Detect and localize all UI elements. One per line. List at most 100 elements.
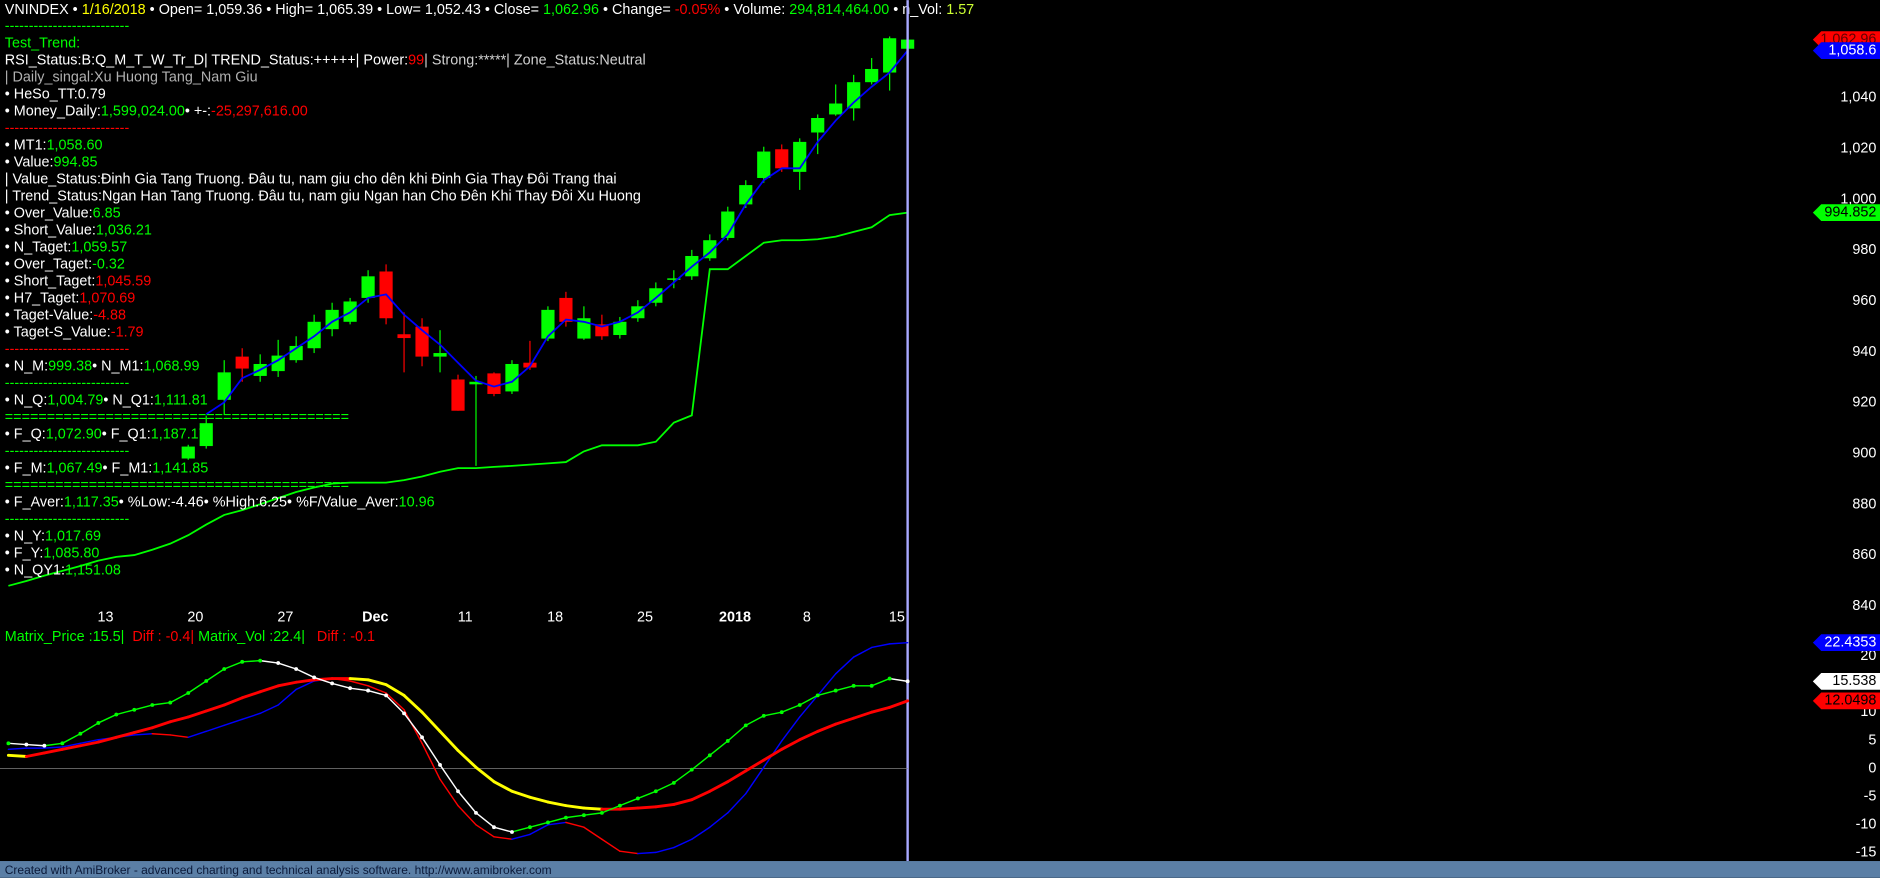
line-segment (511, 826, 531, 833)
series-tag-box (1812, 204, 1880, 222)
line-segment (79, 739, 100, 745)
line-segment (654, 803, 676, 809)
line-marker (402, 711, 406, 716)
line-segment (456, 749, 478, 769)
annotation: Test_Trend: (5, 35, 80, 51)
series-tag: 994.852 (1824, 204, 1876, 220)
y-tick-label: 960 (1852, 293, 1876, 309)
y-tick-label: 1,020 (1840, 141, 1876, 157)
line-marker (581, 813, 586, 818)
line-segment (151, 733, 171, 736)
annotation-part: | Daily_singal:Xu Huong Tang_Nam Giu (5, 69, 258, 85)
line-marker (815, 693, 820, 698)
line-marker (276, 661, 281, 665)
line-segment (870, 677, 891, 687)
line-segment (888, 699, 910, 709)
chart-title-part: • Volume: (720, 2, 789, 18)
annotation-part: 1,004.79 (47, 392, 103, 408)
line-segment (276, 680, 298, 688)
annotation-part: | Trend_Status:Ngan Han Tang Truong. Đâu… (5, 188, 641, 204)
annotation-part: 1,187.17 (151, 426, 207, 442)
line-segment (205, 724, 225, 733)
line-segment (565, 821, 585, 828)
candle-body (451, 379, 465, 411)
line-marker (78, 731, 83, 736)
candle-body (541, 309, 555, 339)
line-segment (61, 742, 82, 748)
line-segment (420, 710, 442, 733)
annotation-part: • +-: (185, 103, 211, 119)
chart-title-part: -0.05% (675, 2, 721, 18)
line-segment (421, 742, 441, 780)
annotation-part: • N_Taget: (5, 239, 72, 255)
line-segment (385, 694, 405, 715)
line-segment (151, 701, 171, 706)
line-segment (816, 722, 838, 733)
line-segment (475, 812, 495, 828)
annotation-part: • F_M: (5, 460, 47, 476)
annotation-part: ========================================… (5, 477, 349, 493)
annotation: | Value_Status:Đinh Gia Tang Truong. Đâu… (5, 171, 617, 187)
line-segment (673, 768, 693, 784)
y-tick-label: 860 (1852, 547, 1876, 563)
candle-body (505, 363, 519, 392)
line-marker (348, 686, 353, 691)
line-marker (42, 743, 47, 748)
line-segment (547, 816, 567, 824)
line-segment (60, 744, 82, 751)
line-segment (7, 747, 28, 751)
annotation: • F_Aver:1,117.35• %Low:-4.46• %High:6.2… (5, 494, 435, 510)
candle-body (199, 423, 213, 447)
line-segment (97, 713, 118, 724)
panel-title-part: Diff : -0.4| (124, 629, 194, 645)
series-tag-box (1812, 42, 1880, 60)
line-segment (636, 805, 658, 810)
line-segment (744, 758, 766, 773)
line-segment (169, 692, 189, 704)
line-segment (150, 720, 172, 730)
annotation: -------------------------- (5, 18, 130, 34)
line-segment (205, 668, 225, 682)
annotation-part: • MT1: (5, 137, 47, 153)
annotation-part: 1,111.81 (154, 392, 208, 408)
candle-body (235, 356, 249, 369)
line-segment (619, 797, 639, 807)
line-marker (168, 700, 173, 705)
line-marker (222, 667, 227, 671)
candle-body (667, 278, 681, 280)
line-marker (761, 713, 766, 718)
x-tick-label: 27 (277, 609, 293, 625)
annotation-part: -------------------------- (5, 375, 130, 391)
line-marker (492, 825, 496, 830)
annotation-part: • N_M: (5, 358, 48, 374)
candle-body (487, 373, 501, 394)
line-segment (637, 790, 657, 800)
line-segment (439, 764, 459, 792)
annotation-part: • Over_Value: (5, 205, 93, 221)
line-segment (43, 746, 64, 749)
x-tick-label: 13 (98, 609, 114, 625)
line-segment (7, 742, 28, 746)
annotation-part: 1,068.99 (144, 358, 200, 374)
line-segment (816, 689, 837, 697)
annotation: • HeSo_TT:0.79 (5, 86, 106, 102)
line-segment (564, 804, 586, 810)
annotation: • Short_Taget:1,045.59 (5, 273, 152, 289)
x-tick-label: 15 (889, 609, 905, 625)
line-segment (367, 685, 387, 694)
annotation-part: -------------------------- (5, 443, 130, 459)
line-marker (599, 810, 604, 815)
line-segment (241, 712, 261, 721)
candle-body (865, 68, 879, 83)
candle-body (883, 38, 897, 73)
x-tick-label: 2018 (719, 609, 751, 625)
line-segment (799, 694, 819, 706)
annotation-part: • N_Q: (5, 392, 48, 408)
annotation-part: • Short_Taget: (5, 273, 96, 289)
candle-body (739, 185, 753, 205)
annotation-part: • N_Y: (5, 528, 45, 544)
line-marker (833, 688, 838, 693)
line-segment (366, 678, 388, 687)
line-segment (852, 646, 873, 658)
